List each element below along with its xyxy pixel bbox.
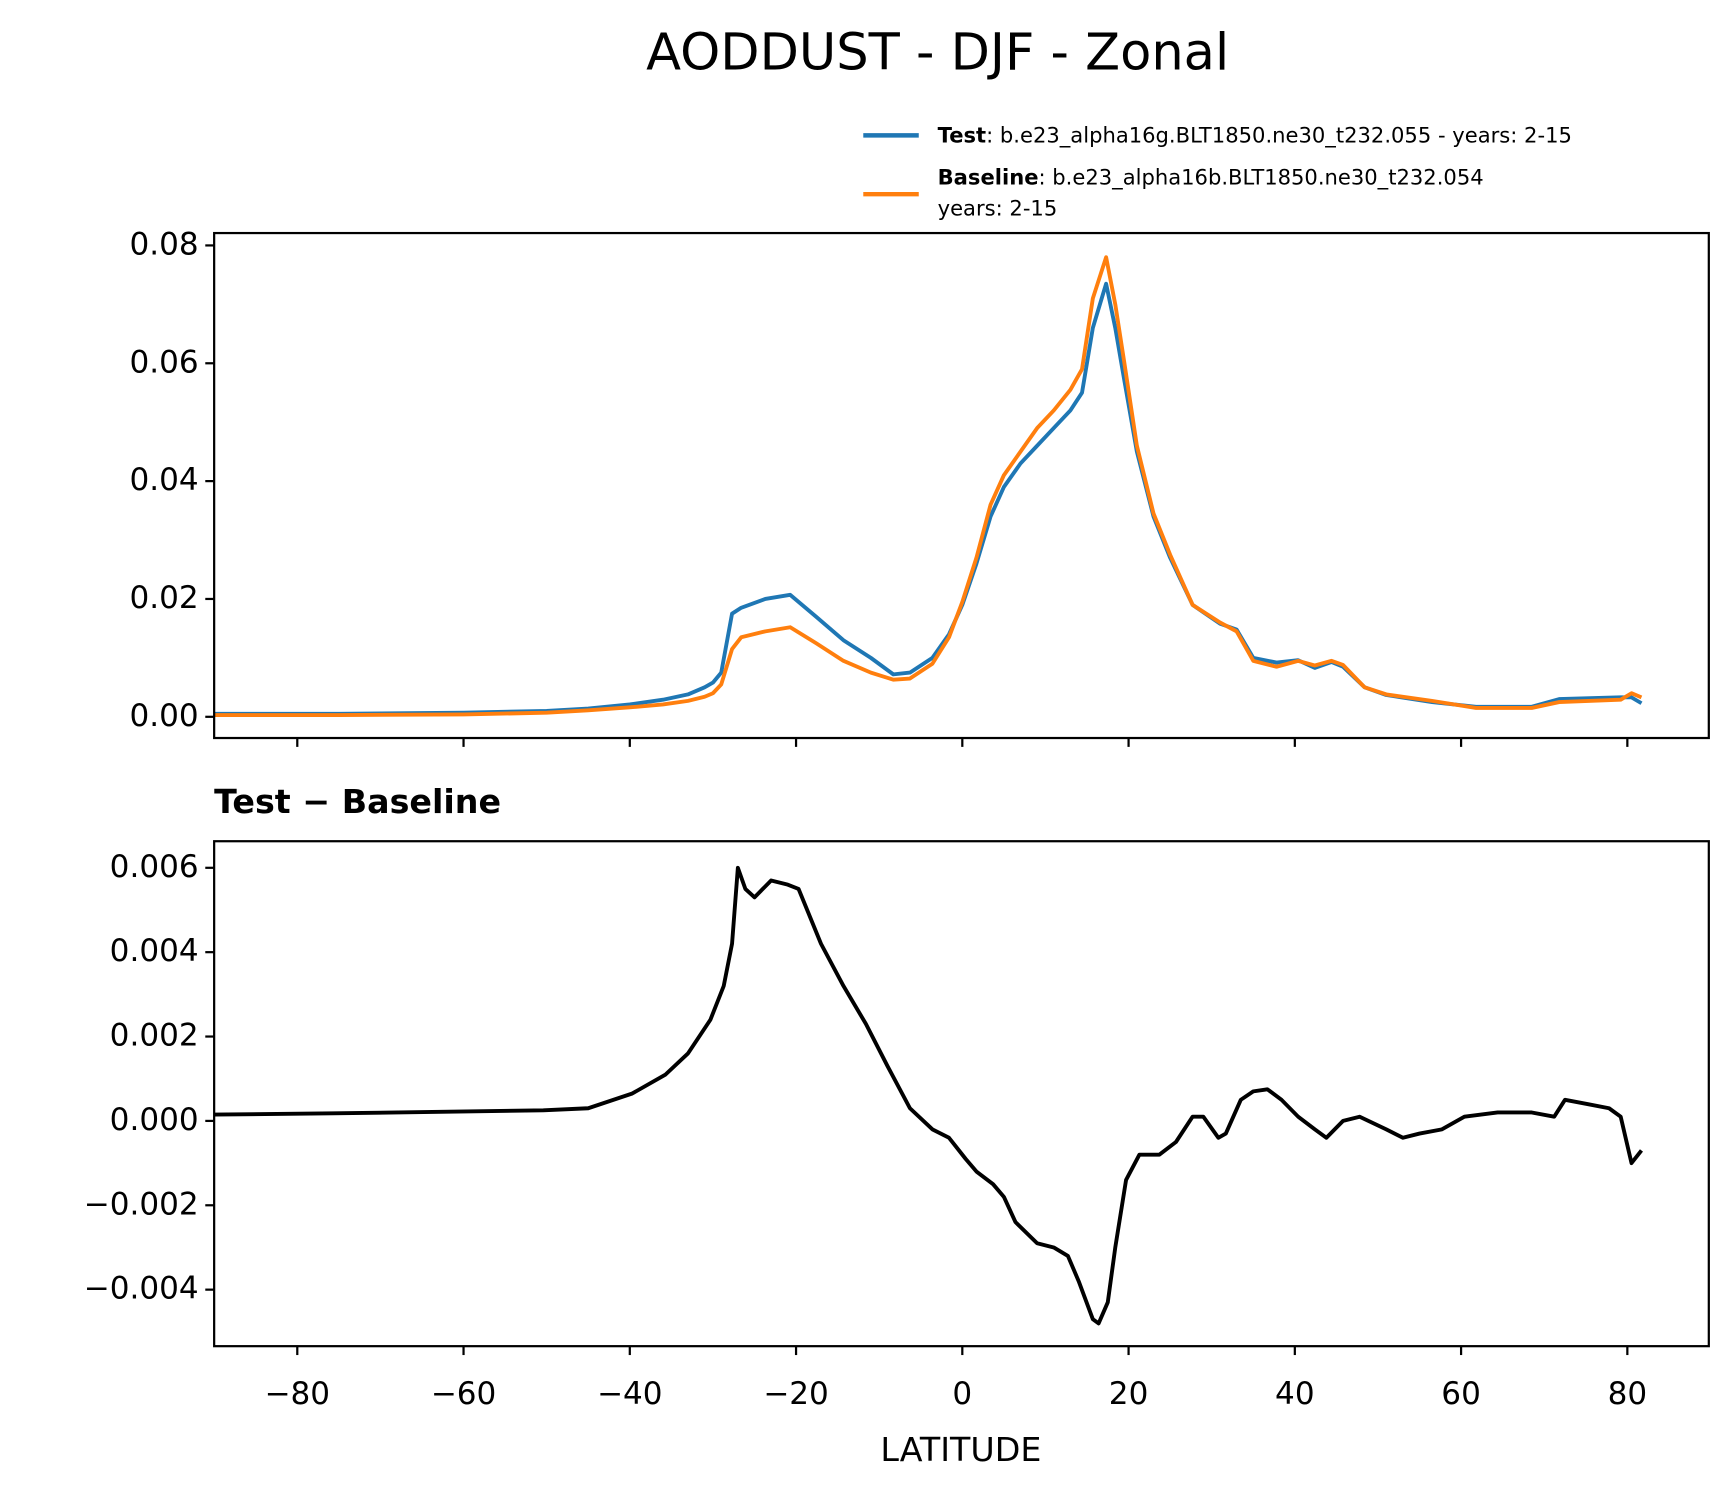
panel-title: Test − Baseline [214,782,501,821]
y-tick-label: 0.06 [129,344,198,380]
x-tick-label: 80 [1608,1376,1648,1412]
legend-entry: Baseline: b.e23_alpha16b.BLT1850.ne30_t2… [938,165,1484,191]
y-tick-label: 0.02 [129,580,198,616]
figure-title: AODDUST - DJF - Zonal [646,23,1229,82]
data-line [214,865,1644,1326]
y-tick-label: 0.002 [110,1018,199,1054]
data-line [214,255,1643,717]
axes-frame [213,231,1710,740]
y-tick-label: 0.006 [110,849,199,885]
legend-detail: : b.e23_alpha16b.BLT1850.ne30_t232.054 [1039,165,1484,191]
legend-name: Baseline [938,165,1039,190]
axes-frame [213,840,1710,1348]
x-tick-label: 0 [952,1376,972,1412]
x-tick-label: 60 [1441,1376,1481,1412]
x-tick-label: −40 [597,1376,663,1412]
y-tick-label: 0.00 [129,698,198,734]
legend-name: Test [938,123,986,148]
legend-detail: years: 2-15 [938,196,1058,221]
x-tick-label: −60 [431,1376,497,1412]
y-tick-label: 0.000 [110,1102,199,1138]
legend-entry: Test: b.e23_alpha16g.BLT1850.ne30_t232.0… [938,123,1572,149]
y-tick-label: 0.04 [129,462,198,498]
y-tick-label: 0.08 [129,226,198,262]
y-tick-label: −0.004 [84,1271,199,1307]
data-line [214,281,1643,716]
x-tick-label: 40 [1275,1376,1315,1412]
y-tick-label: −0.002 [84,1186,199,1222]
x-tick-label: −80 [265,1376,331,1412]
y-tick-label: 0.004 [110,933,199,969]
legend-detail: : b.e23_alpha16g.BLT1850.ne30_t232.055 -… [986,123,1572,149]
x-tick-label: 20 [1109,1376,1149,1412]
x-tick-label: −20 [763,1376,829,1412]
x-axis-label: LATITUDE [880,1430,1041,1469]
